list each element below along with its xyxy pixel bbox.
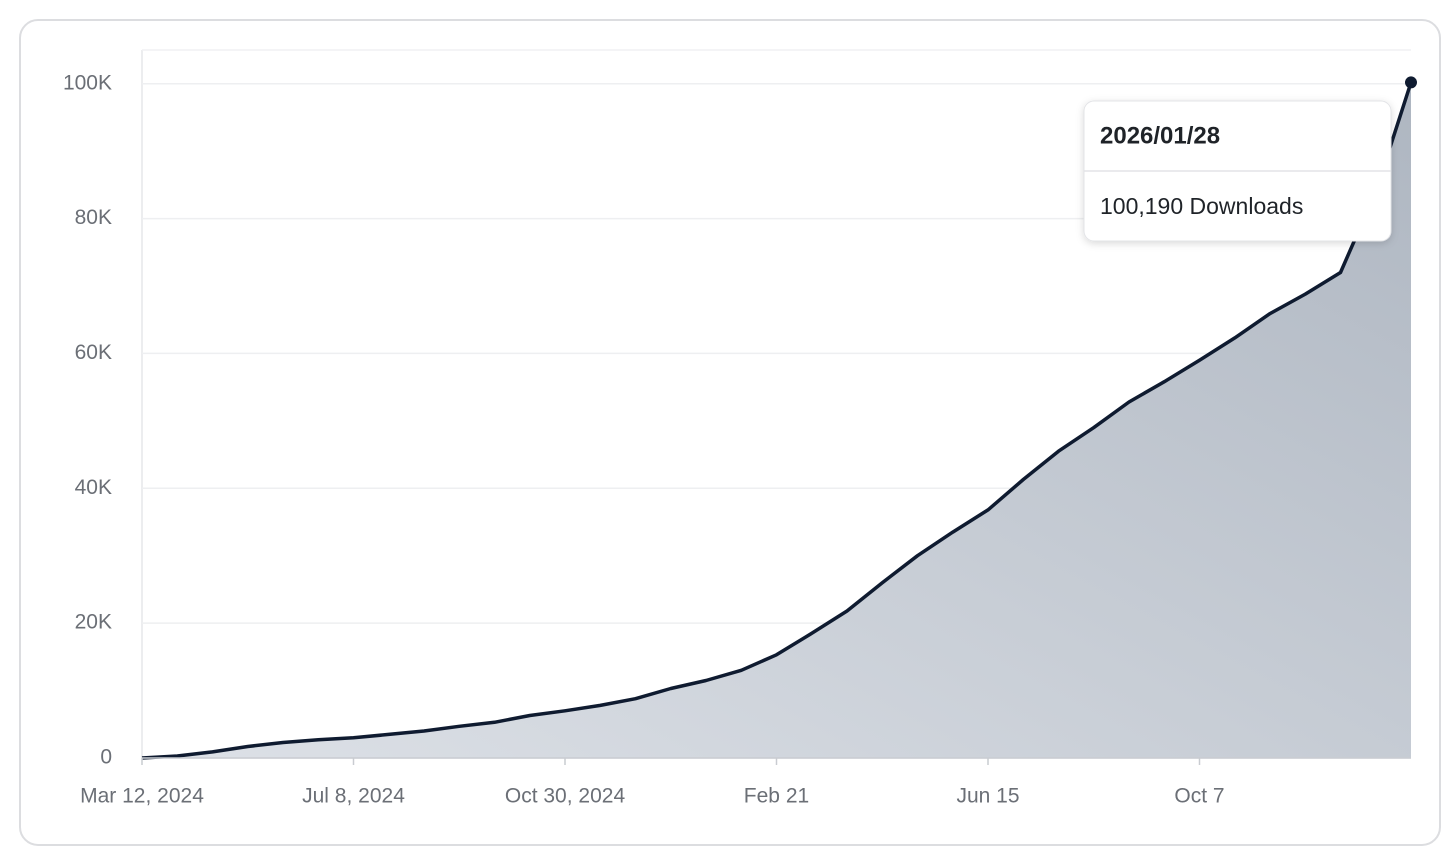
area-fill: [142, 82, 1411, 758]
y-tick-label: 60K: [75, 341, 112, 364]
plot-area: 0 20K 40K 60K 80K 100K Mar 12, 2024 Jul 8, 2024…: [63, 49, 1417, 808]
x-tick-label: Oct 7: [1174, 785, 1224, 808]
y-tick-label: 0: [100, 746, 112, 769]
y-tick-label: 40K: [75, 476, 112, 499]
x-tick-label: Feb 21: [744, 785, 809, 808]
x-tick-label: Mar 12, 2024: [80, 785, 204, 808]
y-tick-label: 100K: [63, 71, 112, 94]
x-tick-label: Jul 8, 2024: [302, 785, 405, 808]
tooltip-date: 2026/01/28: [1100, 122, 1220, 149]
tooltip-value: 100,190 Downloads: [1100, 193, 1303, 219]
x-tick-label: Oct 30, 2024: [505, 785, 626, 808]
line: [141, 81, 1413, 760]
y-tick-label: 20K: [75, 611, 112, 634]
end-point: [1405, 76, 1417, 89]
y-tick-label: 80K: [75, 206, 112, 229]
tooltip: 2026/01/28 100,190 Downloads: [1083, 100, 1392, 242]
x-tick-label: Jun 15: [956, 785, 1019, 808]
